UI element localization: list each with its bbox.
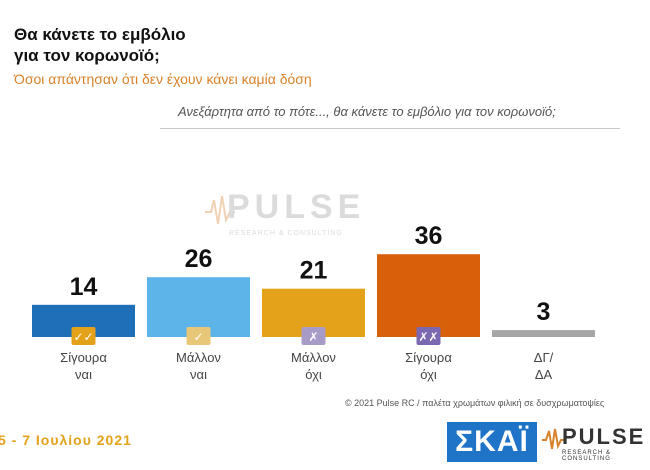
category-label: ΔΓ/: [534, 350, 554, 365]
badge-symbol: ✓✓: [73, 330, 93, 344]
bar-value-label: 36: [415, 222, 443, 250]
pulse-wave-icon: [542, 428, 564, 450]
category-label: όχι: [305, 367, 322, 382]
bar-value-label: 3: [537, 298, 551, 326]
category-label: Μάλλον: [291, 350, 336, 365]
copyright-note: © 2021 Pulse RC / παλέτα χρωμάτων φιλική…: [345, 398, 605, 408]
category-label: ναι: [75, 367, 92, 382]
bar: [377, 254, 480, 337]
chart-subtitle: Όσοι απάντησαν ότι δεν έχουν κάνει καμία…: [14, 71, 312, 87]
badge-icon: [71, 327, 96, 345]
chart-title: Θα κάνετε το εμβόλιο για τον κορωνοϊό;: [14, 24, 314, 66]
question-divider: [160, 128, 620, 129]
category-label: ναι: [190, 367, 207, 382]
survey-question: Ανεξάρτητα από το πότε..., θα κάνετε το …: [178, 104, 556, 119]
category-label: Σίγουρα: [405, 350, 452, 365]
badge-symbol: ✓: [193, 330, 203, 344]
bar-value-label: 21: [300, 257, 328, 285]
badge-icon: [186, 327, 211, 345]
pulse-logo-subtext: RESEARCH & CONSULTING: [562, 450, 612, 462]
badge-icon: [301, 327, 326, 345]
category-label: Μάλλον: [176, 350, 221, 365]
bar-value-label: 14: [70, 273, 98, 301]
badge-symbol: ✗✗: [418, 330, 438, 344]
category-label: όχι: [420, 367, 437, 382]
title-line-1: Θα κάνετε το εμβόλιο: [14, 25, 186, 44]
category-label: Σίγουρα: [60, 350, 107, 365]
bar-value-label: 26: [185, 245, 213, 273]
bar-chart: 14 ✓✓ Σίγουρα ναι 26 ✓ Μάλλον ναι 21 ✗ Μάλλον όχι 36…: [32, 222, 595, 382]
category-label: ΔΑ: [535, 367, 553, 382]
pulse-logo-text: PULSE: [562, 424, 646, 449]
pulse-logo: PULSE RESEARCH & CONSULTING: [542, 424, 646, 462]
survey-dates: 5 - 7 Ιουλίου 2021: [0, 432, 132, 448]
title-line-2: για τον κορωνοϊό;: [14, 46, 160, 65]
bar: [492, 330, 595, 337]
badge-symbol: ✗: [308, 330, 318, 344]
badge-icon: [416, 327, 441, 345]
skai-logo: ΣΚΑΪ: [447, 422, 537, 462]
